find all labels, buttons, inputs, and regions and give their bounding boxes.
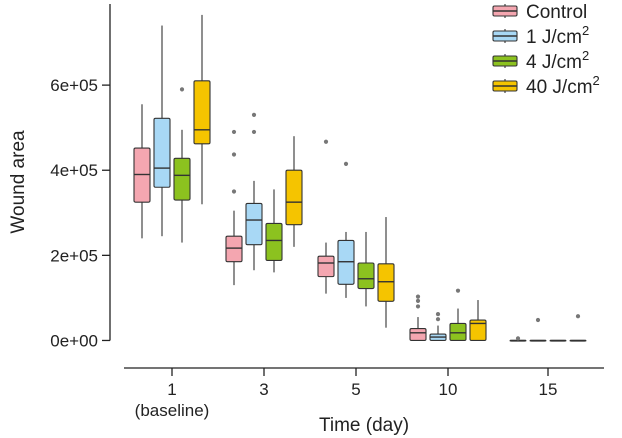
box-iqr [245,202,263,246]
outlier-point [231,152,237,157]
x-axis: 1 (baseline) 3 5 10 15 [124,367,604,420]
box-2-1 [265,189,283,273]
outlier-point [435,311,441,317]
box-iqr [173,157,191,201]
legend-label: Control [526,2,587,23]
box-0-3 [409,294,427,342]
box-iqr [317,255,335,278]
box-3-4 [569,314,587,342]
outlier-point [251,129,257,135]
box-1-4 [529,317,547,342]
outlier-point [231,189,237,194]
box-3-2 [377,217,395,328]
legend-entry-2: 4 J/cm2 [492,48,589,73]
y-tick-label: 0e+00 [50,331,98,350]
box-iqr [409,327,427,342]
box-2-2 [357,231,375,307]
y-axis-title: Wound area [8,130,29,234]
box-3-0 [193,14,211,205]
box-iqr [193,80,211,145]
box-iqr [285,169,303,226]
outlier-point [343,161,349,166]
y-tick-label: 2e+05 [50,246,98,265]
outlier-point [435,317,441,322]
legend-label-superscript: 2 [593,73,600,88]
x-tick-label: 5 [351,380,360,399]
outlier-point [323,139,329,144]
y-axis: 0e+00 2e+05 4e+05 6e+05 [50,4,111,350]
box-2-4 [549,339,567,342]
box-iqr [357,262,375,290]
legend-entry-1: 1 J/cm2 [492,23,589,48]
outlier-point [251,112,257,118]
box-3-1 [285,136,303,247]
legend-entry-3: 40 J/cm2 [492,73,600,98]
box-0-2 [317,139,335,294]
box-iqr [377,263,395,302]
box-3-3 [469,300,487,342]
box-1-3 [429,311,447,342]
box-2-3 [449,288,467,342]
legend-entry-0: Control [492,2,587,23]
outlier-point [415,298,421,303]
outlier-point [179,87,185,92]
x-axis-title: Time (day) [319,415,409,436]
box-0-1 [225,129,243,286]
box-2-0 [173,87,191,243]
box-0-4 [509,336,527,342]
outlier-point [515,336,521,341]
outlier-point [415,294,421,299]
legend-label: 1 J/cm2 [526,23,589,48]
legend-label: 40 J/cm2 [526,73,600,98]
legend-label-superscript: 2 [582,48,589,63]
outlier-point [455,288,461,293]
y-tick-label: 6e+05 [50,76,98,95]
outlier-point [535,317,541,323]
legend-label-superscript: 2 [582,23,589,38]
x-tick-sublabel: (baseline) [135,401,210,420]
box-iqr [449,322,467,342]
box-iqr [265,222,283,262]
box-0-0 [133,104,151,239]
x-tick-label: 10 [439,380,458,399]
box-iqr [225,235,243,263]
outlier-point [231,129,237,135]
y-tick-label: 4e+05 [50,161,98,180]
outlier-point [575,314,581,319]
outlier-point [415,304,421,309]
box-1-1 [245,112,263,271]
x-tick-label: 15 [539,380,558,399]
box-1-2 [337,161,355,298]
x-tick-label: 3 [259,380,268,399]
x-tick-label: 1 [167,380,176,399]
box-iqr [153,117,171,188]
legend-label: 4 J/cm2 [526,48,589,73]
box-1-0 [153,25,171,237]
plot-area [133,14,587,342]
box-iqr [469,319,487,342]
